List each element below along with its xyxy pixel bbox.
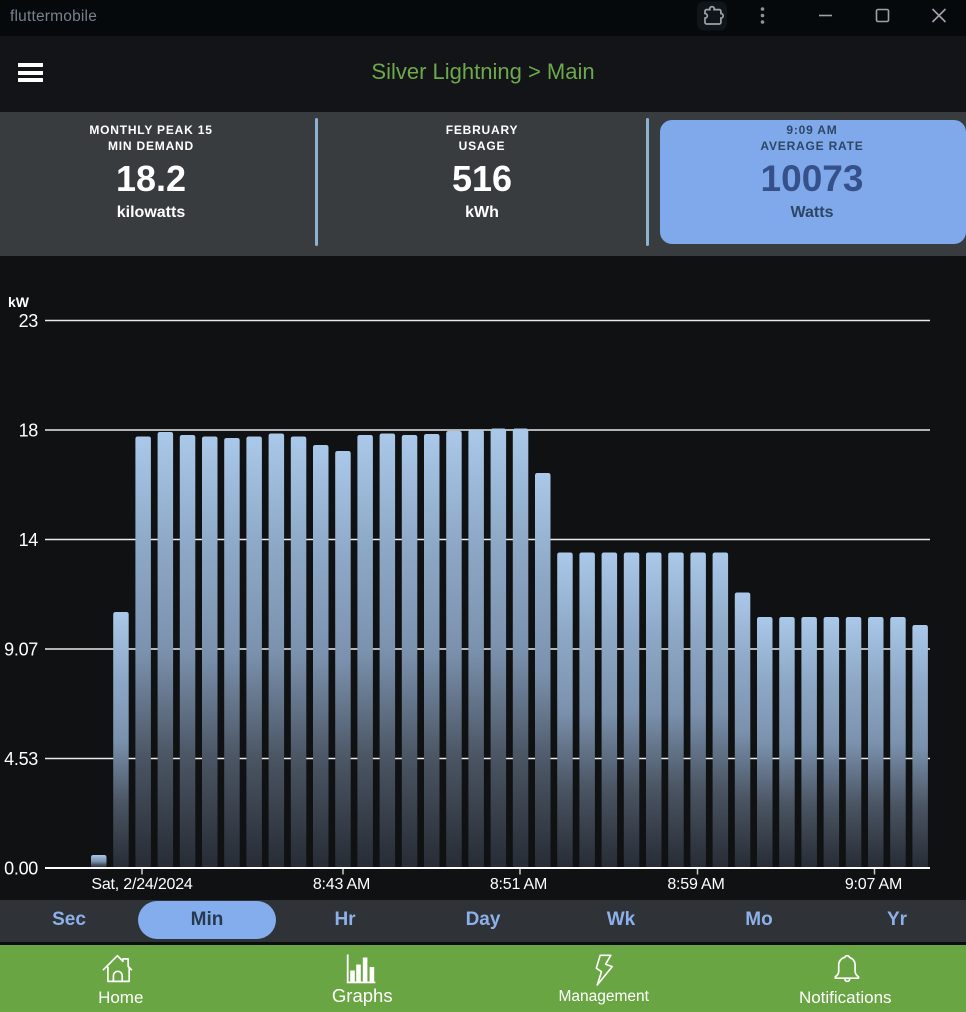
svg-text:8:43 AM: 8:43 AM — [313, 876, 370, 893]
svg-text:9.07: 9.07 — [4, 640, 38, 660]
svg-text:14: 14 — [19, 530, 39, 550]
svg-text:9:07 AM: 9:07 AM — [845, 876, 902, 893]
svg-text:8:59 AM: 8:59 AM — [667, 876, 724, 893]
svg-text:4.53: 4.53 — [4, 749, 38, 769]
svg-text:kW: kW — [8, 294, 30, 310]
svg-text:0.00: 0.00 — [4, 859, 38, 879]
svg-text:23: 23 — [19, 311, 39, 331]
svg-text:Sat, 2/24/2024: Sat, 2/24/2024 — [91, 876, 193, 893]
svg-text:18: 18 — [19, 421, 39, 441]
svg-text:8:51 AM: 8:51 AM — [490, 876, 547, 893]
